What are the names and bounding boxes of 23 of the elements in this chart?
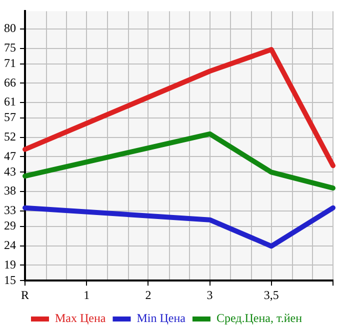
y-tick-label: 33	[4, 203, 16, 218]
y-tick-label: 57	[4, 110, 16, 124]
x-tick-label: R	[20, 288, 30, 302]
x-tick-label: 3	[206, 288, 213, 302]
y-tick-label: 52	[4, 130, 16, 144]
y-tick-label: 19	[4, 257, 16, 272]
x-tick-label: 1	[84, 288, 90, 302]
y-tick-label: 71	[4, 56, 16, 70]
legend-label: Сред.Цена, т.йен	[216, 311, 303, 326]
y-tick-label: 80	[4, 21, 16, 36]
x-tick-label: 2	[145, 288, 152, 302]
legend-label: Max Цена	[54, 311, 106, 326]
y-tick-label: 29	[4, 218, 16, 233]
y-tick-label: 43	[4, 164, 16, 178]
y-tick-label: 75	[4, 40, 16, 55]
y-tick-label: 66	[4, 75, 16, 90]
x-tick-label: 3,5	[264, 288, 279, 302]
y-tick-label: 24	[4, 238, 16, 252]
legend-label: Min Цена	[136, 311, 186, 326]
y-tick-label: 38	[4, 184, 16, 198]
y-tick-label: 61	[4, 94, 16, 109]
y-tick-label: 47	[4, 148, 16, 163]
y-tick-label: 15	[4, 272, 16, 287]
